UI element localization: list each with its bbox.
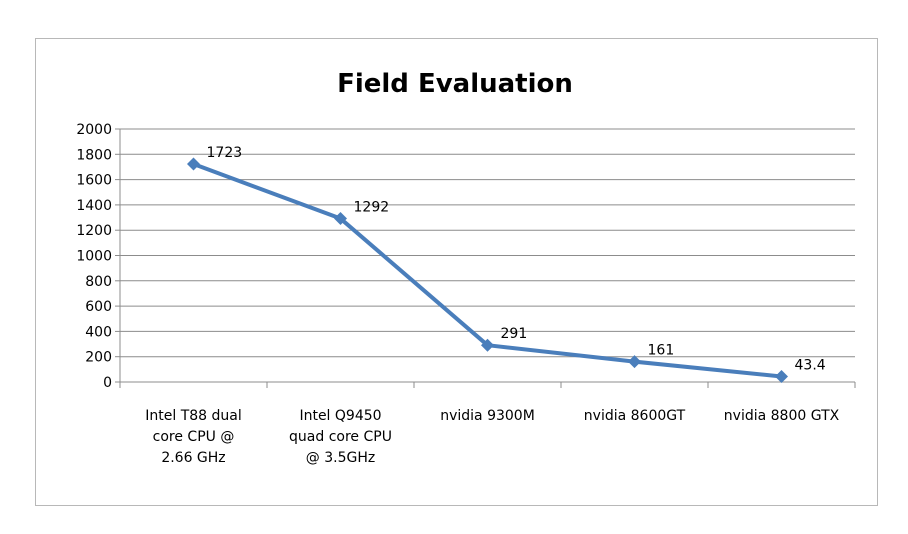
gridlines — [120, 128, 855, 358]
y-tick-label: 600 — [85, 299, 112, 315]
data-point-marker — [775, 370, 788, 384]
y-tick-label: 0 — [103, 375, 112, 391]
y-tick-label: 1400 — [76, 198, 112, 214]
x-axis: Intel T88 dual core CPU @2.66 GHz Intel Q9… — [119, 381, 856, 466]
data-point-marker — [334, 212, 347, 226]
data-label: 1292 — [354, 200, 390, 216]
chart-title: Field Evaluation — [337, 69, 573, 99]
x-tick-label: nvidia 8600GT — [584, 408, 686, 424]
y-tick-label: 1600 — [76, 173, 112, 189]
chart-area — [35, 38, 878, 506]
data-point-marker — [187, 157, 200, 171]
x-tick-label: nvidia 8800 GTX — [724, 408, 840, 424]
y-tick-label: 1200 — [76, 223, 112, 239]
x-tick-label: Intel T88 dual core CPU @2.66 GHz — [145, 408, 242, 466]
data-point-marker — [481, 338, 494, 352]
y-tick-label: 400 — [85, 324, 112, 340]
y-tick-label: 200 — [85, 350, 112, 366]
y-tick-label: 2000 — [76, 122, 112, 138]
data-label: 161 — [648, 343, 675, 359]
data-label: 1723 — [207, 145, 243, 161]
x-tick-label: Intel Q9450 quad core CPU @ 3.5GHz — [289, 408, 392, 466]
series-line: 1723 1292 291 161 43.4 — [187, 145, 826, 384]
y-tick-label: 800 — [85, 274, 112, 290]
x-tick-label: nvidia 9300M — [440, 408, 535, 424]
data-label: 291 — [501, 326, 528, 342]
data-point-marker — [628, 355, 641, 369]
data-label: 43.4 — [795, 358, 826, 374]
y-tick-label: 1800 — [76, 147, 112, 163]
y-tick-label: 1000 — [76, 249, 112, 265]
y-axis: 0 200 400 600 800 1000 1200 1400 1600 1800 2000 — [76, 122, 121, 391]
